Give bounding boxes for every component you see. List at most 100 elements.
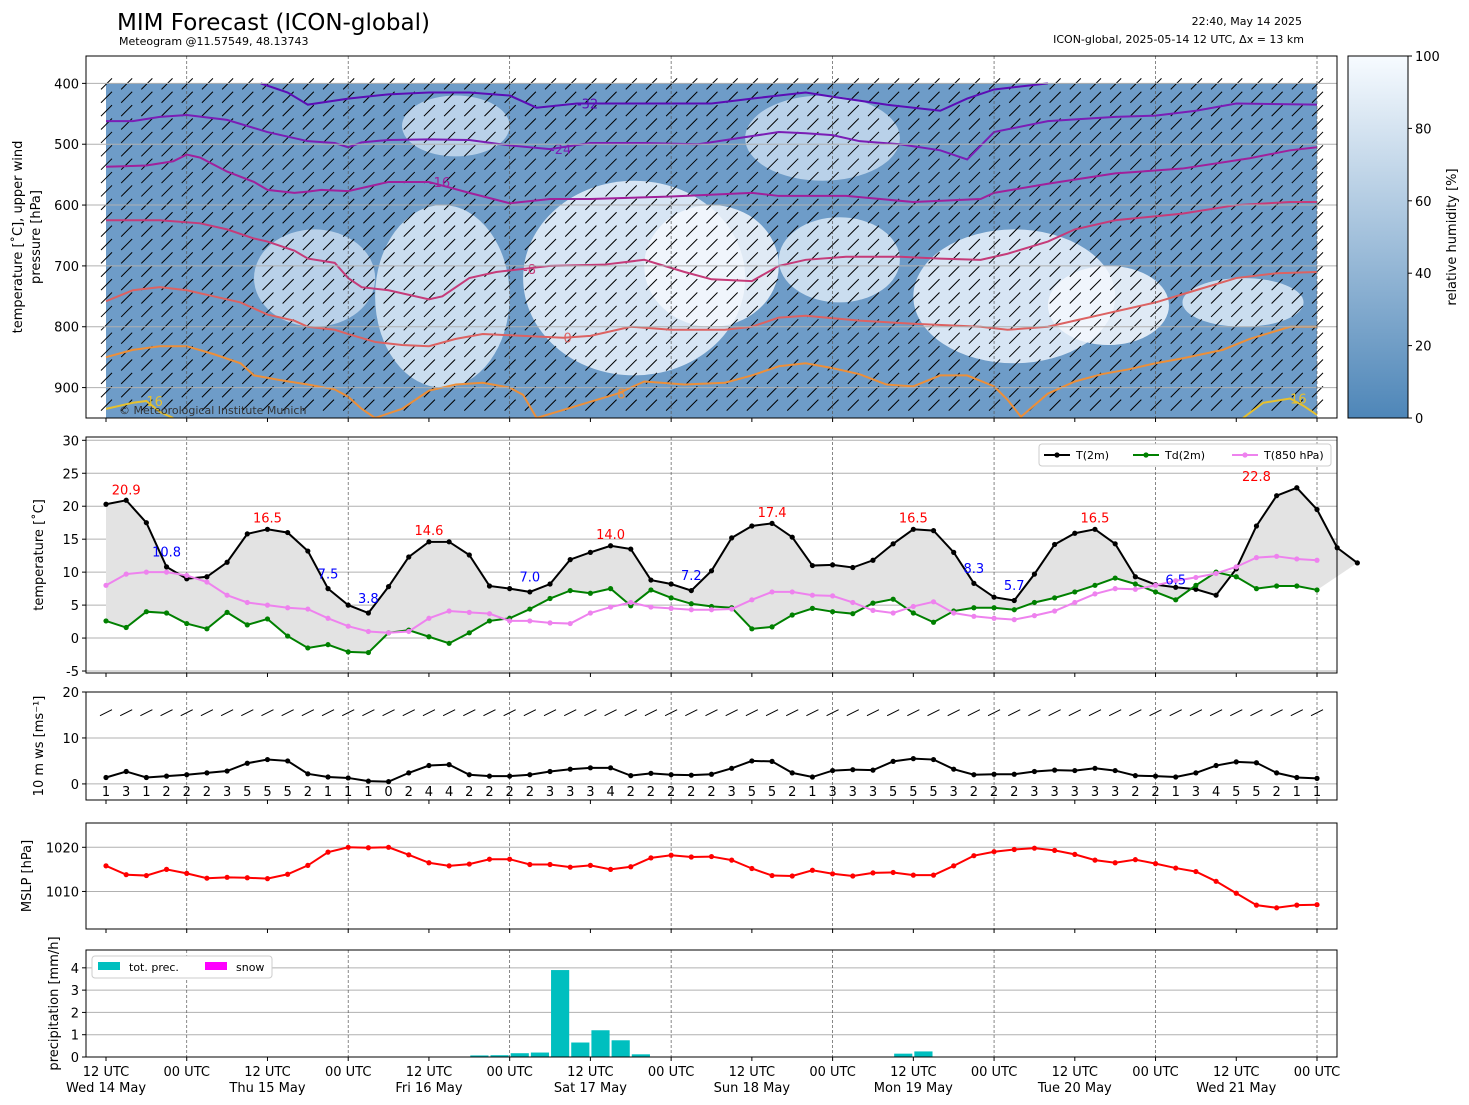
data-point [769,589,775,595]
wind-barb [585,318,597,331]
wind-barb [827,118,839,130]
wind-barb [544,131,557,144]
beaufort-label: 2 [1151,785,1159,800]
wind-barb [1210,118,1223,130]
wind-barb [1190,265,1203,278]
data-point [244,599,250,606]
wind-barb [322,158,335,171]
data-point [406,554,412,560]
wind-barb [605,158,617,171]
wind-barb [867,185,880,197]
wind-barb [484,238,496,251]
wind-barb [685,318,698,331]
wind-barb [201,171,214,184]
data-point [1213,878,1219,884]
wind-barb [907,278,920,291]
wind-barb [1190,399,1203,411]
wind-barb [504,185,517,197]
data-point [1193,770,1199,776]
wind-barb [241,359,254,371]
data-point [365,845,371,851]
data-point [264,876,271,882]
wind-barb [1049,305,1061,318]
wind-barb [1210,171,1223,184]
wind-barb [746,318,759,331]
wind-barb [322,292,335,304]
wind-barb [141,252,153,264]
wind-barb [706,305,718,318]
wind-barb [322,211,335,224]
wind-barb [1089,158,1102,171]
wind-barb [463,211,476,224]
colorbar-tick-label: 40 [1415,267,1432,282]
wind-barb [807,144,819,157]
wind-barb [1049,399,1061,411]
wind-barb [584,709,597,717]
wind-barb [645,104,658,117]
wind-barb [221,198,234,211]
wind-barb [1311,144,1324,157]
wind-barb [262,252,274,264]
data-point [1233,564,1239,570]
wind-barb [262,211,274,224]
x-day-label: Fri 16 May [395,1081,462,1096]
wind-barb [221,332,234,345]
wind-barb [847,359,860,371]
data-point [708,853,715,860]
wind-barb [201,318,214,331]
wind-barb [887,278,900,291]
data-point [1253,760,1260,766]
wind-barb [1008,238,1021,251]
wind-barb [867,91,880,104]
wind-barb [645,158,658,171]
wind-barb [282,265,295,278]
beaufort-label: 4 [445,785,453,800]
wind-barb [786,318,799,331]
data-point [587,549,594,555]
wind-barb [867,332,880,345]
extreme-label: 6.5 [1165,574,1186,589]
wind-barb [948,292,961,304]
data-point [244,622,250,628]
wind-barb [1029,359,1041,371]
wind-barb [1230,225,1243,237]
extreme-label: 8.3 [964,562,985,577]
beaufort-label: 1 [324,785,332,800]
wind-barb [948,171,961,184]
wind-barb [564,225,577,237]
wind-barb [928,91,940,104]
wind-barb [1129,399,1142,411]
wind-barb [948,131,961,144]
data-point [567,557,573,563]
data-point [184,572,190,579]
data-point [1213,762,1219,769]
wind-barb [1129,131,1142,144]
wind-barb [100,372,113,385]
legend-box [1038,443,1332,467]
wind-barb [201,198,214,211]
wind-barb [262,238,274,251]
wind-barb [665,131,678,144]
wind-barb [181,332,194,345]
wind-barb [120,225,133,237]
wind-barb [443,171,456,184]
data-point [204,574,210,580]
wind-barb [524,359,537,371]
data-point [446,608,452,614]
wind-barb [665,399,678,411]
wind-barb [1190,359,1203,371]
wind-barb [786,238,799,251]
beaufort-label: 3 [586,785,594,800]
wind-barb [1049,144,1061,157]
data-point [648,587,654,593]
wind-barb [1291,399,1304,411]
y-tick-label: 20 [62,500,79,515]
wind-barb [1230,265,1243,278]
wind-barb [120,198,133,211]
wind-barb [1271,318,1283,331]
legend-marker [1242,452,1248,458]
wind-barb [221,278,234,291]
colorbar-tick-label: 100 [1415,50,1440,65]
data-point [789,873,795,879]
wind-barb [645,211,658,224]
